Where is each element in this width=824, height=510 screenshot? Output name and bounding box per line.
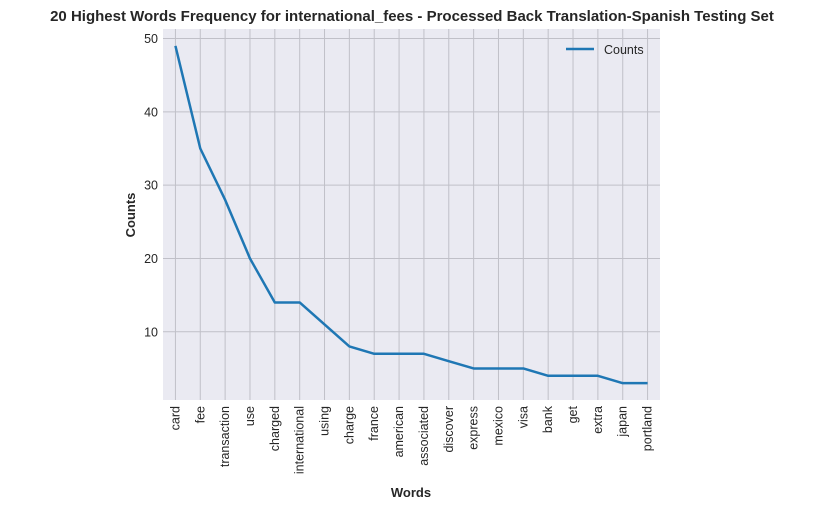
x-tick-label: bank <box>541 405 555 433</box>
x-tick-label: charge <box>342 406 356 444</box>
x-tick-label: transaction <box>218 406 232 467</box>
x-tick-label: charged <box>268 406 282 451</box>
x-tick-label: use <box>243 406 257 426</box>
plot-area <box>163 29 660 400</box>
x-tick-label: using <box>318 406 332 436</box>
y-tick-label: 40 <box>144 105 158 119</box>
x-tick-label: associated <box>417 406 431 466</box>
x-tick-label: international <box>293 406 307 474</box>
x-tick-labels: card fee transaction use charged internationa… <box>168 405 654 474</box>
series-lines <box>174 45 648 385</box>
x-tick-label: mexico <box>491 406 505 446</box>
x-tick-label: get <box>566 405 580 423</box>
series-line <box>174 45 648 385</box>
y-tick-labels: 10 20 30 40 50 <box>144 32 158 339</box>
grid <box>163 29 660 400</box>
x-tick-label: discover <box>442 406 456 453</box>
legend-label: Counts <box>604 43 644 57</box>
x-tick-label: card <box>168 406 182 430</box>
x-tick-label: extra <box>591 406 605 434</box>
x-tick-label: japan <box>616 406 630 438</box>
x-axis-label: Words <box>391 485 431 500</box>
y-axis-label: Counts <box>123 193 138 238</box>
y-tick-label: 50 <box>144 32 158 46</box>
x-tick-label: american <box>392 406 406 457</box>
legend: Counts <box>566 43 644 57</box>
x-tick-label: france <box>367 406 381 441</box>
y-tick-label: 20 <box>144 252 158 266</box>
x-tick-label: portland <box>641 406 655 451</box>
chart-title: 20 Highest Words Frequency for internati… <box>50 8 774 25</box>
y-tick-label: 30 <box>144 179 158 193</box>
x-tick-label: express <box>467 406 481 450</box>
y-tick-label: 10 <box>144 325 158 339</box>
x-tick-label: fee <box>193 406 207 423</box>
x-tick-label: visa <box>516 406 530 428</box>
